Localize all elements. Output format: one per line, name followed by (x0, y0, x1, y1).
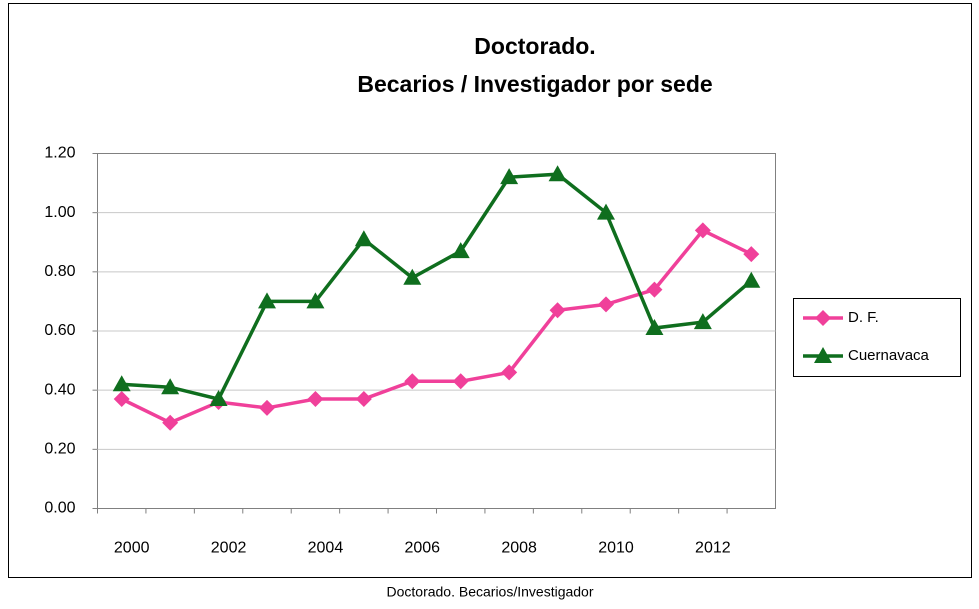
legend (793, 298, 961, 377)
marker (693, 313, 712, 330)
chart-title: Becarios / Investigador por sede (357, 71, 712, 97)
marker (501, 364, 518, 381)
marker (452, 373, 469, 390)
marker (597, 203, 615, 220)
marker (354, 230, 373, 247)
marker (743, 246, 760, 263)
x-tick-label: 2008 (501, 540, 537, 557)
marker (307, 391, 324, 408)
marker (645, 319, 664, 336)
marker (355, 391, 372, 408)
marker (646, 281, 663, 298)
marker (112, 375, 131, 392)
x-tick-label: 2002 (211, 540, 247, 557)
y-tick-label: 0.00 (44, 500, 75, 517)
series-line (120, 228, 753, 425)
marker (404, 373, 421, 390)
y-tick-label: 0.80 (44, 263, 75, 280)
marker (403, 268, 422, 285)
legend-label: Cuernavaca (848, 347, 930, 364)
marker (113, 391, 130, 408)
marker (306, 292, 325, 309)
y-tick-label: 0.40 (44, 381, 75, 398)
marker (742, 271, 761, 288)
y-tick-label: 1.00 (44, 204, 75, 221)
marker (209, 390, 228, 407)
marker (598, 296, 614, 313)
x-tick-label: 2010 (598, 540, 634, 557)
series-line (121, 172, 753, 402)
x-tick-label: 2000 (114, 540, 150, 557)
y-tick-label: 0.20 (44, 441, 75, 458)
marker (258, 292, 276, 309)
marker (548, 165, 567, 182)
marker (814, 347, 832, 363)
marker (549, 302, 566, 319)
legend-label: D. F. (848, 309, 879, 326)
marker (161, 378, 180, 395)
x-tick-label: 2004 (308, 540, 344, 557)
x-tick-label: 2006 (404, 540, 440, 557)
caption: Doctorado. Becarios/Investigador (387, 584, 594, 600)
marker (451, 242, 470, 259)
marker (162, 414, 179, 431)
y-tick-label: 0.60 (44, 322, 75, 339)
x-tick-label: 2012 (695, 540, 731, 557)
marker (694, 222, 711, 239)
marker (259, 399, 275, 416)
marker (500, 168, 519, 185)
chart-title: Doctorado. (474, 33, 595, 59)
marker (815, 310, 831, 326)
y-tick-label: 1.20 (44, 145, 75, 162)
